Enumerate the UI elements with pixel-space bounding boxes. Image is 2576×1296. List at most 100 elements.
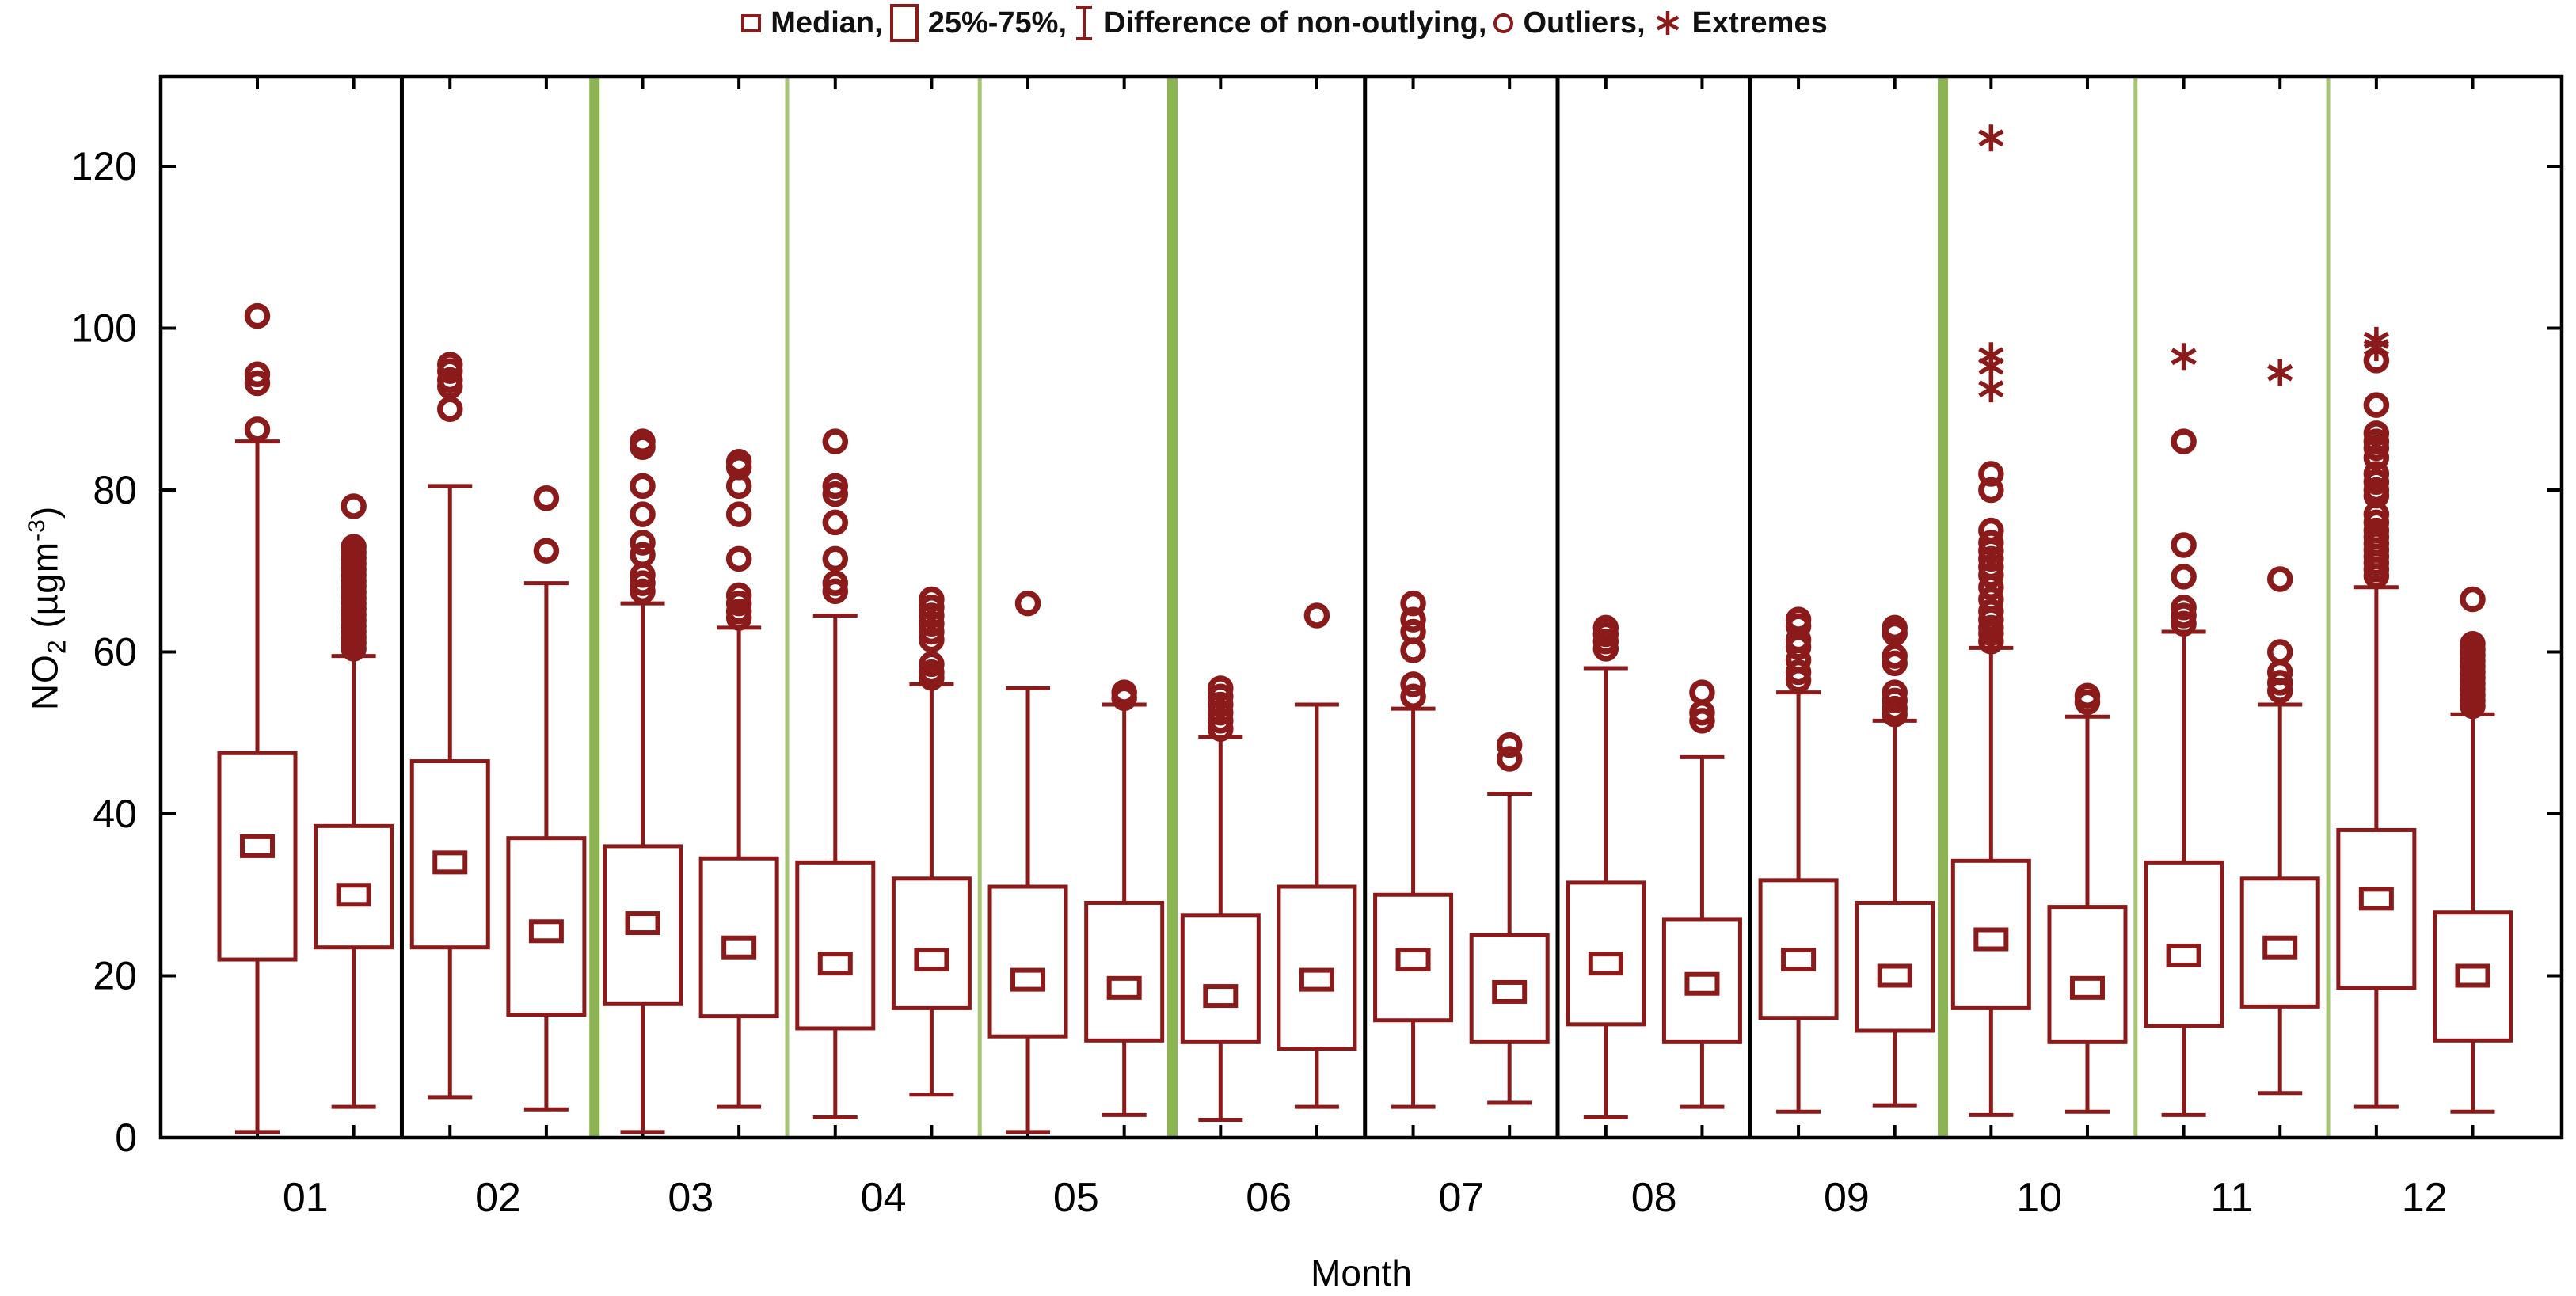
median-marker xyxy=(1492,979,1528,1004)
box-plot-month-03-b xyxy=(698,448,779,1109)
outlier-point xyxy=(1496,746,1523,772)
outlier-point xyxy=(1785,667,1812,694)
month-label: 07 xyxy=(1438,1175,1484,1221)
outlier-point xyxy=(822,428,849,454)
legend-label-extremes: Extremes xyxy=(1691,6,1828,40)
median-marker xyxy=(528,919,564,944)
outlier-point xyxy=(1882,701,1908,728)
box-plot-month-07-b xyxy=(1469,732,1550,1105)
median-marker xyxy=(2358,887,2394,911)
box-plot-month-08-b xyxy=(1661,679,1742,1109)
legend-label-median: Median, xyxy=(771,6,883,40)
month-separator-green-thick xyxy=(589,78,600,1136)
outlier-point xyxy=(437,358,463,384)
outlier-point xyxy=(2363,392,2390,418)
outlier-point xyxy=(1592,636,1619,662)
outlier-point xyxy=(2363,563,2390,589)
outlier-point xyxy=(1882,650,1908,677)
y-tick-label: 120 xyxy=(71,144,137,188)
outlier-point xyxy=(725,545,752,572)
median-marker xyxy=(240,834,275,858)
outlier-point xyxy=(2074,689,2101,716)
month-label: 01 xyxy=(283,1175,329,1221)
median-marker xyxy=(1877,963,1912,988)
box-plot-month-11-a xyxy=(2144,343,2224,1117)
outlier-point xyxy=(341,493,367,519)
y-tick-label: 80 xyxy=(93,468,137,512)
outlier-point xyxy=(1978,562,2004,588)
x-axis-label: Month xyxy=(1311,1252,1412,1294)
month-separator-green-thick xyxy=(1938,78,1949,1136)
y-tick-label: 100 xyxy=(71,306,137,351)
extreme-point-line xyxy=(1978,380,2004,398)
outlier-circle-icon xyxy=(1493,13,1514,33)
median-marker xyxy=(1781,948,1817,972)
outlier-point xyxy=(919,626,945,653)
quartile-box-icon xyxy=(889,4,919,42)
outlier-point xyxy=(2171,610,2197,637)
legend-label-whisker: Difference of non-outlying, xyxy=(1104,6,1487,40)
legend-label-quartiles: 25%-75%, xyxy=(927,6,1067,40)
box-plot-month-12-b xyxy=(2432,586,2513,1114)
box-plot-month-04-a xyxy=(795,428,876,1119)
median-marker xyxy=(1973,927,2009,952)
outlier-point xyxy=(1400,606,1426,633)
outlier-point xyxy=(630,501,656,527)
box-plot-month-02-b xyxy=(506,485,587,1112)
month-label: 02 xyxy=(475,1175,521,1221)
legend: Median, 25%-75%, Difference of non-outly… xyxy=(0,3,2576,43)
outlier-point xyxy=(725,501,752,527)
box-plot-month-02-a xyxy=(409,352,490,1100)
median-marker xyxy=(1588,952,1623,976)
extreme-point-line xyxy=(2267,363,2293,382)
outlier-point xyxy=(1400,683,1426,709)
iqr-box xyxy=(891,876,972,1010)
outlier-point xyxy=(822,481,849,507)
month-label: 05 xyxy=(1053,1175,1099,1221)
month-separator-green-thin xyxy=(2133,78,2138,1136)
month-separator-green-thin xyxy=(977,78,982,1136)
outlier-point xyxy=(822,545,849,572)
legend-item-extremes: Extremes xyxy=(1653,6,1828,40)
outlier-point xyxy=(1689,708,1715,734)
outlier-point xyxy=(822,509,849,536)
outlier-point xyxy=(533,485,560,511)
outlier-point xyxy=(1882,620,1908,647)
median-marker xyxy=(432,850,468,875)
box-plot-month-06-a xyxy=(1180,675,1261,1123)
median-marker xyxy=(1395,948,1431,972)
plot-frame xyxy=(158,74,2564,1140)
outlier-point xyxy=(919,664,945,691)
outlier-point xyxy=(1111,685,1137,712)
month-separator-black xyxy=(1363,78,1368,1136)
box-plot-month-03-a xyxy=(603,428,683,1134)
legend-item-median: Median, xyxy=(741,6,883,40)
median-square-icon xyxy=(741,13,762,32)
y-tick-label: 60 xyxy=(93,630,137,675)
outlier-point xyxy=(2363,435,2390,462)
legend-item-outliers: Outliers, xyxy=(1493,6,1646,40)
box-plot-month-10-a xyxy=(1950,124,2031,1117)
outlier-point xyxy=(630,434,656,461)
median-marker xyxy=(625,911,660,936)
month-label: 04 xyxy=(861,1175,907,1221)
iqr-box xyxy=(1180,913,1261,1044)
outlier-point xyxy=(1978,477,2004,504)
iqr-box xyxy=(795,860,876,1031)
box-plot-month-08-a xyxy=(1566,614,1646,1119)
outlier-point xyxy=(244,370,271,397)
legend-item-quartiles: 25%-75%, xyxy=(889,4,1067,42)
outlier-point xyxy=(725,605,752,631)
outlier-point xyxy=(630,578,656,605)
y-tick-label: 20 xyxy=(93,954,137,998)
median-marker xyxy=(1203,984,1239,1009)
outlier-point xyxy=(1400,637,1426,663)
outlier-point xyxy=(437,373,463,400)
box-plot-month-05-a xyxy=(987,590,1068,1134)
box-plot-month-12-a xyxy=(2336,326,2417,1109)
month-label: 11 xyxy=(2210,1175,2253,1221)
iqr-box xyxy=(1661,917,1742,1044)
box-plot-month-10-b xyxy=(2047,682,2128,1114)
y-tick-label: 40 xyxy=(93,792,137,836)
